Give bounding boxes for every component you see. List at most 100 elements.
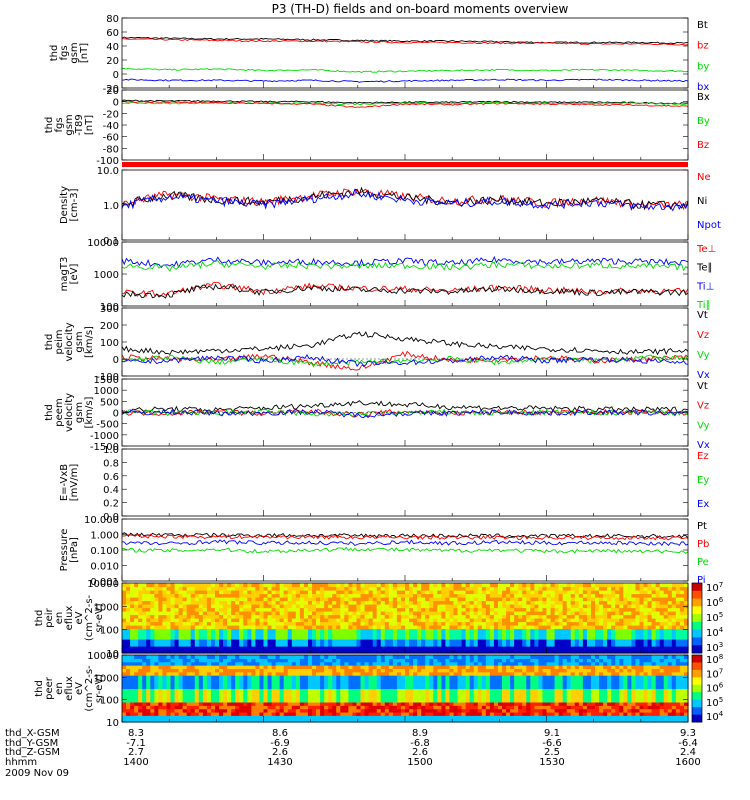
spectrogram-cell [445,678,451,683]
spectrogram-cell [142,607,147,612]
spectrogram-cell [457,621,463,626]
spectrogram-cell [380,691,386,696]
spectrogram-cell [437,658,442,663]
spectrogram-cell [279,618,285,623]
spectrogram-cell [303,632,309,637]
spectrogram-cell [627,621,632,626]
spectrogram-cell [631,583,637,588]
spectrogram-cell [502,604,507,609]
spectrogram-cell [190,646,196,651]
spectrogram-cell [643,607,649,612]
spectrogram-cell [384,611,390,616]
spectrogram-cell [332,642,337,647]
spectrogram-cell [344,655,349,659]
spectrogram-cell [510,586,515,591]
spectrogram-cell [392,665,398,669]
spectrogram-cell [235,655,240,659]
spectrogram-cell [493,635,499,640]
spectrogram-cell [198,586,204,591]
spectrogram-cell [312,715,317,720]
spectrogram-cell [283,665,289,669]
spectrogram-cell [655,593,661,598]
spectrogram-cell [235,607,240,612]
spectrogram-cell [599,632,604,637]
spectrogram-cell [445,597,451,602]
spectrogram-cell [239,593,244,598]
spectrogram-cell [146,607,151,612]
spectrogram-cell [388,607,394,612]
spectrogram-cell [675,611,681,616]
spectrogram-cell [396,646,402,651]
spectrogram-cell [417,583,422,588]
spectrogram-cell [409,618,414,623]
spectrogram-cell [368,658,374,663]
spectrogram-cell [396,604,402,609]
spectrogram-cell [526,593,531,598]
spectrogram-cell [328,671,333,676]
spectrogram-cell [352,658,358,663]
spectrogram-cell [421,671,426,676]
spectrogram-cell [283,611,289,616]
spectrogram-cell [263,711,269,716]
spectrogram-cell [453,695,459,700]
spectrogram-cell [267,685,273,690]
spectrogram-cell [283,688,289,693]
spectrogram-cell [178,625,184,630]
spectrogram-cell [251,621,257,626]
spectrogram-cell [388,695,394,700]
spectrogram-cell [299,685,305,690]
spectrogram-cell [655,635,661,640]
spectrogram-cell [465,649,471,654]
spectrogram-cell [279,675,285,680]
spectrogram-cell [409,695,414,700]
spectrogram-cell [445,590,451,595]
spectrogram-cell [433,665,438,669]
spectrogram-cell [449,675,455,680]
y-tick-label: 0.010 [90,562,119,573]
spectrogram-cell [405,675,410,680]
spectrogram-cell [409,639,414,644]
spectrogram-cell [150,708,155,713]
spectrogram-cell [174,688,180,693]
series-line-peim-0 [121,331,689,356]
spectrogram-cell [340,671,345,676]
spectrogram-cell [295,621,301,626]
spectrogram-cell [227,628,232,633]
spectrogram-cell [396,590,402,595]
spectrogram-cell [477,586,483,591]
spectrogram-cell [619,586,624,591]
spectrogram-cell [299,688,305,693]
spectrogram-cell [158,695,164,700]
spectrogram-cell [170,607,176,612]
spectrogram-cell [514,600,519,605]
spectrogram-cell [530,639,535,644]
spectrogram-cell [202,611,208,616]
spectrogram-cell [178,715,184,720]
spectrogram-cell [449,685,455,690]
spectrogram-cell [130,628,135,633]
spectrogram-cell [299,708,305,713]
spectrogram-cell [126,675,131,680]
spectrogram-cell [312,688,317,693]
spectrogram-cell [307,646,313,651]
spectrogram-cell [219,607,224,612]
spectrogram-cell [599,583,604,588]
spectrogram-cell [671,600,677,605]
spectrogram-cell [449,658,455,663]
spectrogram-cell [392,586,398,591]
spectrogram-cell [429,614,434,619]
y-tick-label: 0.001 [90,577,119,588]
spectrogram-cell [307,668,313,673]
spectrogram-cell [263,655,269,659]
spectrogram-cell [413,675,418,680]
spectrogram-cell [299,701,305,706]
spectrogram-cell [158,698,164,703]
spectrogram-cell [328,718,333,723]
spectrogram-cell [219,671,224,676]
y-tick-label: 0 [113,409,119,420]
spectrogram-cell [396,695,402,700]
spectrogram-cell [506,586,511,591]
spectrogram-cell [469,635,475,640]
spectrogram-cell [134,658,139,663]
spectrogram-cell [546,583,552,588]
